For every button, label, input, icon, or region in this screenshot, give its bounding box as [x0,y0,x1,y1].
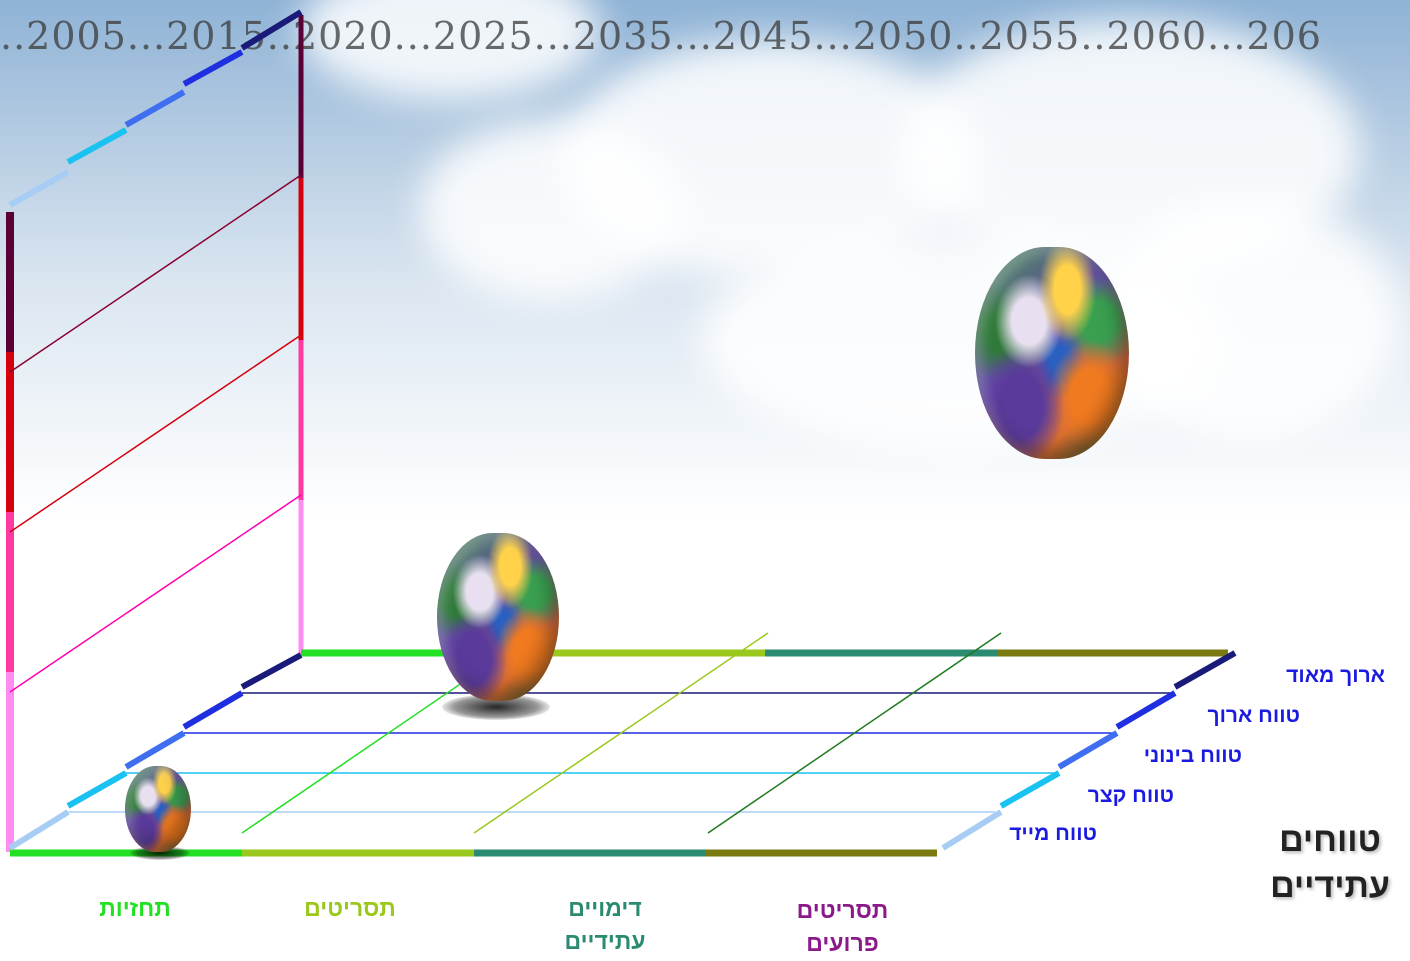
method-label-future-images: דימויים עתידיים [564,895,646,955]
range-label-short: טווח קצר [1087,784,1174,807]
title-future-ranges: טווחים עתידיים [1250,818,1410,910]
timeline-years: ..2005...2015..2020...2025...2035...2045… [0,14,1322,58]
method-label-forecasts: תחזיות [99,895,171,921]
floor-left-scale [8,652,303,851]
egg-medium [437,533,559,701]
range-label-medium: טווח בינוני [1143,744,1242,767]
egg-small [125,766,191,852]
range-label-very-long: ארוך מאוד [1286,664,1385,687]
range-label-immediate: טווח מייד [1009,822,1097,845]
title-line-2: עתידיים [1270,866,1390,905]
sky-background [0,0,1410,520]
method-label-wild-scenarios: תסריטים פרועים [796,897,889,957]
floor-right-scale [941,650,1237,851]
range-label-long: טווח ארוך [1207,704,1300,727]
title-line-1: טווחים [1279,821,1381,859]
egg-large [975,247,1129,459]
top-slanted-scale [8,9,303,208]
method-label-scenarios: תסריטים [304,895,396,921]
cloud [1100,200,1400,440]
